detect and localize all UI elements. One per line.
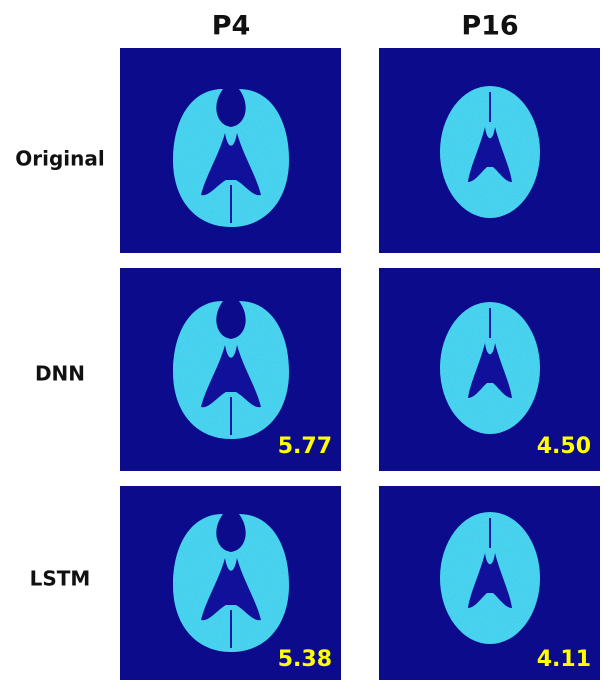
score-label: 5.77 xyxy=(278,434,332,459)
score-label: 5.38 xyxy=(278,647,332,672)
figure: P4 P16 Original DNN LSTM 5.77 4.50 5.38 … xyxy=(0,0,604,685)
column-header: P4 xyxy=(212,11,251,42)
column-header: P16 xyxy=(461,11,518,42)
score-label: 4.50 xyxy=(537,434,591,459)
row-label: DNN xyxy=(35,362,85,386)
row-label: Original xyxy=(15,147,104,171)
row-label: LSTM xyxy=(30,567,91,591)
image-panel xyxy=(379,48,600,253)
image-panel xyxy=(120,48,341,253)
score-label: 4.11 xyxy=(537,647,591,672)
